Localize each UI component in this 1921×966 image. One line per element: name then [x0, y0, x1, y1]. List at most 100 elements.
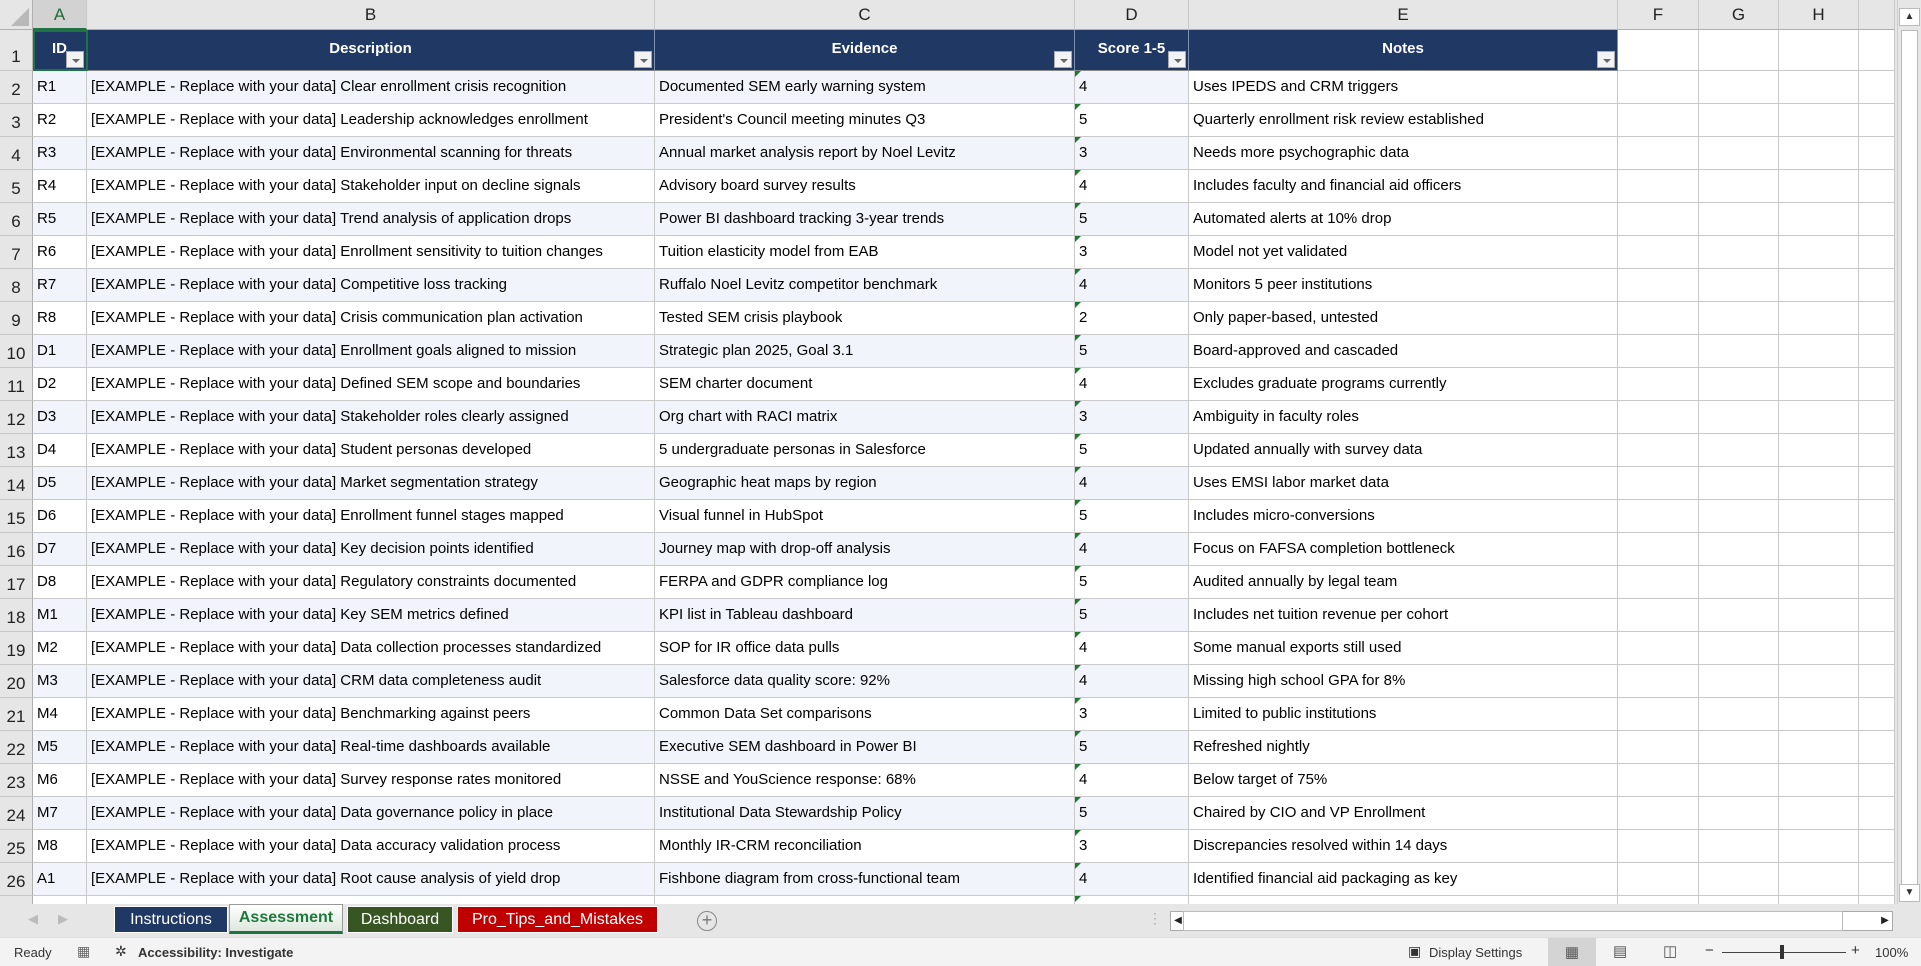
evidence-cell[interactable]: SEM charter document [655, 368, 1075, 401]
row-header-12[interactable]: 12 [0, 401, 33, 434]
column-header-d[interactable]: D [1075, 0, 1189, 30]
notes-cell[interactable]: Discrepancies resolved within 14 days [1189, 830, 1618, 863]
id-cell[interactable]: M4 [33, 698, 87, 731]
empty-cell[interactable] [1859, 632, 1895, 665]
score-cell[interactable]: 4 [1075, 632, 1189, 665]
empty-cell[interactable] [1779, 137, 1859, 170]
notes-cell[interactable]: Includes faculty and financial aid offic… [1189, 170, 1618, 203]
description-cell[interactable]: [EXAMPLE - Replace with your data] Defin… [87, 368, 655, 401]
zoom-level[interactable]: 100% [1875, 945, 1909, 960]
score-cell[interactable]: 4 [1075, 533, 1189, 566]
description-cell[interactable]: [EXAMPLE - Replace with your data] Real-… [87, 731, 655, 764]
description-cell[interactable]: [EXAMPLE - Replace with your data] Enrol… [87, 500, 655, 533]
description-cell[interactable]: [EXAMPLE - Replace with your data] Stake… [87, 401, 655, 434]
id-cell[interactable]: D4 [33, 434, 87, 467]
empty-cell[interactable] [87, 896, 655, 904]
number-as-text-indicator-icon[interactable] [1075, 632, 1081, 638]
id-cell[interactable]: M1 [33, 599, 87, 632]
number-as-text-indicator-icon[interactable] [1075, 335, 1081, 341]
empty-cell[interactable] [1618, 30, 1699, 71]
number-as-text-indicator-icon[interactable] [1075, 137, 1081, 143]
id-cell[interactable]: M3 [33, 665, 87, 698]
empty-cell[interactable] [1859, 731, 1895, 764]
zoom-slider-thumb[interactable] [1780, 945, 1784, 959]
id-cell[interactable]: D8 [33, 566, 87, 599]
empty-cell[interactable] [1859, 797, 1895, 830]
column-header-b[interactable]: B [87, 0, 655, 30]
row-header-5[interactable]: 5 [0, 170, 33, 203]
score-cell[interactable]: 4 [1075, 368, 1189, 401]
empty-cell[interactable] [1618, 896, 1699, 904]
empty-cell[interactable] [1699, 401, 1779, 434]
empty-cell[interactable] [1699, 170, 1779, 203]
empty-cell[interactable] [655, 896, 1075, 904]
score-cell[interactable]: 4 [1075, 863, 1189, 896]
id-cell[interactable]: D1 [33, 335, 87, 368]
description-cell[interactable]: [EXAMPLE - Replace with your data] Crisi… [87, 302, 655, 335]
empty-cell[interactable] [1779, 104, 1859, 137]
empty-cell[interactable] [1859, 863, 1895, 896]
notes-cell[interactable]: Quarterly enrollment risk review establi… [1189, 104, 1618, 137]
id-cell[interactable]: R3 [33, 137, 87, 170]
description-cell[interactable]: [EXAMPLE - Replace with your data] Envir… [87, 137, 655, 170]
row-header-3[interactable]: 3 [0, 104, 33, 137]
number-as-text-indicator-icon[interactable] [1075, 467, 1081, 473]
row-header-25[interactable]: 25 [0, 830, 33, 863]
empty-cell[interactable] [1859, 434, 1895, 467]
score-cell[interactable]: 5 [1075, 566, 1189, 599]
empty-cell[interactable] [1779, 665, 1859, 698]
empty-cell[interactable] [1859, 137, 1895, 170]
id-cell[interactable]: M7 [33, 797, 87, 830]
row-header-14[interactable]: 14 [0, 467, 33, 500]
column-header-c[interactable]: C [655, 0, 1075, 30]
description-cell[interactable]: [EXAMPLE - Replace with your data] Enrol… [87, 236, 655, 269]
empty-cell[interactable] [1699, 302, 1779, 335]
empty-cell[interactable] [1618, 863, 1699, 896]
empty-cell[interactable] [1699, 467, 1779, 500]
number-as-text-indicator-icon[interactable] [1075, 236, 1081, 242]
evidence-cell[interactable]: Journey map with drop-off analysis [655, 533, 1075, 566]
zoom-slider[interactable] [1722, 952, 1846, 953]
score-cell[interactable]: 2 [1075, 302, 1189, 335]
id-cell[interactable]: R5 [33, 203, 87, 236]
empty-cell[interactable] [1618, 797, 1699, 830]
empty-cell[interactable] [1618, 698, 1699, 731]
empty-cell[interactable] [1859, 533, 1895, 566]
empty-cell[interactable] [33, 896, 87, 904]
empty-cell[interactable] [1618, 71, 1699, 104]
empty-cell[interactable] [1618, 401, 1699, 434]
empty-cell[interactable] [1859, 566, 1895, 599]
zoom-in-button[interactable]: + [1851, 942, 1860, 959]
empty-cell[interactable] [1618, 104, 1699, 137]
normal-view-icon[interactable]: ▦ [1548, 938, 1596, 966]
notes-cell[interactable]: Model not yet validated [1189, 236, 1618, 269]
number-as-text-indicator-icon[interactable] [1075, 104, 1081, 110]
column-header-g[interactable]: G [1699, 0, 1779, 30]
notes-cell[interactable]: Missing high school GPA for 8% [1189, 665, 1618, 698]
notes-cell[interactable]: Board-approved and cascaded [1189, 335, 1618, 368]
empty-cell[interactable] [1699, 203, 1779, 236]
notes-cell[interactable]: Refreshed nightly [1189, 731, 1618, 764]
description-cell[interactable]: [EXAMPLE - Replace with your data] Stake… [87, 170, 655, 203]
empty-cell[interactable] [1618, 830, 1699, 863]
horizontal-scroll-thumb[interactable] [1183, 911, 1843, 931]
empty-cell[interactable] [1699, 599, 1779, 632]
empty-cell[interactable] [1859, 665, 1895, 698]
notes-cell[interactable]: Limited to public institutions [1189, 698, 1618, 731]
empty-cell[interactable] [1618, 269, 1699, 302]
evidence-cell[interactable]: Visual funnel in HubSpot [655, 500, 1075, 533]
number-as-text-indicator-icon[interactable] [1075, 71, 1081, 77]
empty-cell[interactable] [1699, 863, 1779, 896]
evidence-cell[interactable]: Annual market analysis report by Noel Le… [655, 137, 1075, 170]
number-as-text-indicator-icon[interactable] [1075, 896, 1081, 902]
empty-cell[interactable] [1859, 368, 1895, 401]
score-cell[interactable]: 5 [1075, 434, 1189, 467]
empty-cell[interactable] [1699, 71, 1779, 104]
empty-cell[interactable] [1779, 599, 1859, 632]
empty-cell[interactable] [1859, 71, 1895, 104]
row-header-23[interactable]: 23 [0, 764, 33, 797]
macro-recorder-icon[interactable]: ▦ [77, 943, 91, 959]
empty-cell[interactable] [1779, 401, 1859, 434]
description-cell[interactable]: [EXAMPLE - Replace with your data] Data … [87, 632, 655, 665]
empty-cell[interactable] [1779, 467, 1859, 500]
